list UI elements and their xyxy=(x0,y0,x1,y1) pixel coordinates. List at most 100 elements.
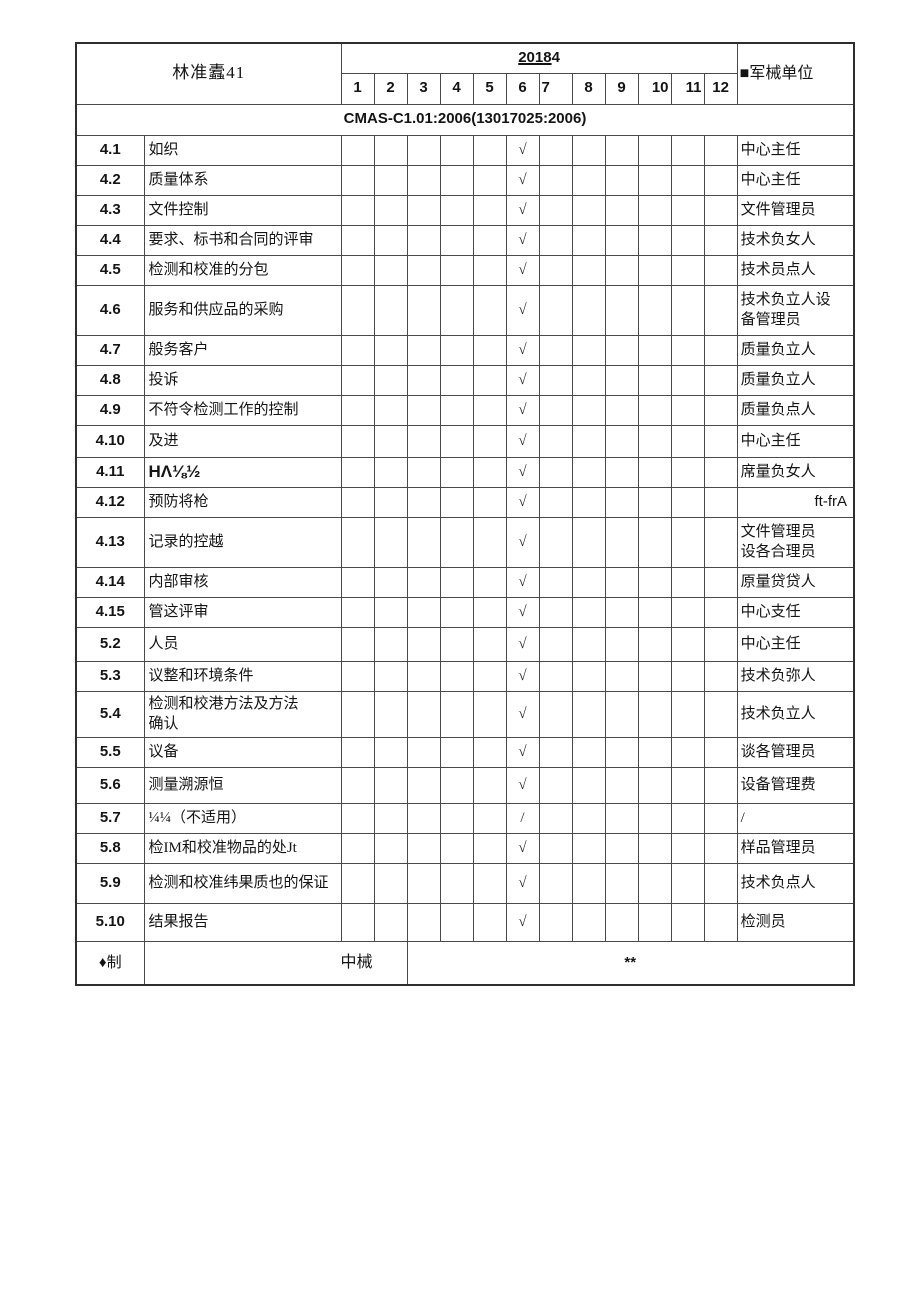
month-cell xyxy=(538,194,573,226)
clause-description: 检IM和校准物品的处Jt xyxy=(143,832,342,864)
month-cell xyxy=(340,364,375,396)
month-cell xyxy=(373,566,408,598)
month-cell xyxy=(571,456,606,488)
month-cell xyxy=(637,566,672,598)
table-row: 4.8 投诉 √ 质量负立人 xyxy=(75,364,855,396)
clause-description: 质量体系 xyxy=(143,164,342,196)
month-cell xyxy=(703,566,738,598)
table-row: 4.10 及进 √ 中心主任 xyxy=(75,424,855,458)
month-header-1: 1 xyxy=(340,72,375,105)
clause-description: 投诉 xyxy=(143,364,342,396)
unit-column-header: ■军械单位 xyxy=(736,42,855,105)
month-cell xyxy=(472,626,507,662)
table-row: 4.14 内部审核 √ 原量贷贷人 xyxy=(75,566,855,598)
month-header-9: 9 xyxy=(604,72,639,105)
month-cell xyxy=(340,224,375,256)
month-cell xyxy=(373,164,408,196)
month-cell xyxy=(373,456,408,488)
month-cell xyxy=(571,134,606,166)
month-cell xyxy=(670,364,705,396)
responsible-unit: 检测员 xyxy=(736,902,855,942)
responsible-unit: 席量负女人 xyxy=(736,456,855,488)
month-header-4: 4 xyxy=(439,72,474,105)
month-cell xyxy=(703,862,738,904)
month-cell xyxy=(604,736,639,768)
header-row-months: 1 2 3 4 5 6 7 8 9 10 11 12 xyxy=(76,72,854,105)
footer-left-label: ♦制 xyxy=(75,940,145,986)
clause-number: 4.5 xyxy=(75,254,145,286)
responsible-unit: 技术负立人 xyxy=(736,690,855,738)
month-cell xyxy=(703,254,738,286)
month-cell xyxy=(439,164,474,196)
month-cell xyxy=(373,394,408,426)
standard-reference-title: CMAS-C1.01:2006(13017025:2006) xyxy=(75,103,855,136)
month-cell xyxy=(373,194,408,226)
clause-number: 5.7 xyxy=(75,802,145,834)
clause-description: 人员 xyxy=(143,626,342,662)
clause-description: 检测和校准的分包 xyxy=(143,254,342,286)
month-cell xyxy=(703,802,738,834)
table-row: 4.11 HΛ⅛½ √ 席量负女人 xyxy=(75,456,855,488)
table-row: 4.5 检测和校准的分包 √ 技术员点人 xyxy=(75,254,855,286)
check-cell: √ xyxy=(505,690,540,738)
month-cell xyxy=(670,736,705,768)
month-cell xyxy=(571,164,606,196)
month-cell xyxy=(373,596,408,628)
clause-number: 4.1 xyxy=(75,134,145,166)
month-cell xyxy=(472,486,507,518)
clause-number: 4.13 xyxy=(75,516,145,568)
month-cell xyxy=(373,766,408,804)
month-cell xyxy=(604,516,639,568)
clause-number: 4.4 xyxy=(75,224,145,256)
month-cell xyxy=(670,566,705,598)
month-header-5: 5 xyxy=(472,72,507,105)
month-cell xyxy=(439,736,474,768)
responsible-unit: 质量负点人 xyxy=(736,394,855,426)
month-cell xyxy=(538,394,573,426)
month-cell xyxy=(439,802,474,834)
month-cell xyxy=(703,134,738,166)
month-cell xyxy=(439,394,474,426)
month-cell xyxy=(538,596,573,628)
month-cell xyxy=(340,284,375,336)
clause-description: 检测和校准纬果质也的保证 xyxy=(143,862,342,904)
month-cell xyxy=(472,456,507,488)
clause-description: 议整和环境条件 xyxy=(143,660,342,692)
month-cell xyxy=(703,424,738,458)
clause-description: 预防将枪 xyxy=(143,486,342,518)
month-cell xyxy=(604,194,639,226)
table-row: 5.9 检测和校准纬果质也的保证 √ 技术负点人 xyxy=(75,862,855,904)
month-cell xyxy=(571,832,606,864)
responsible-unit: 中心主任 xyxy=(736,424,855,458)
subtitle-row: CMAS-C1.01:2006(13017025:2006) xyxy=(75,103,855,136)
month-cell xyxy=(373,134,408,166)
month-cell xyxy=(604,254,639,286)
month-cell xyxy=(703,832,738,864)
month-cell xyxy=(571,690,606,738)
month-cell xyxy=(670,486,705,518)
month-cell xyxy=(406,516,441,568)
month-cell xyxy=(406,134,441,166)
month-cell xyxy=(571,766,606,804)
month-header-6: 6 xyxy=(505,72,540,105)
month-cell xyxy=(406,456,441,488)
month-cell xyxy=(406,284,441,336)
month-cell xyxy=(340,862,375,904)
month-header-7: 7 xyxy=(538,72,573,105)
footer-middle-label: 中械 xyxy=(143,940,408,986)
month-cell xyxy=(538,626,573,662)
check-cell: √ xyxy=(505,902,540,942)
responsible-unit: 谈各管理员 xyxy=(736,736,855,768)
responsible-unit: / xyxy=(736,802,855,834)
month-cell xyxy=(571,902,606,942)
month-cell xyxy=(373,516,408,568)
check-cell: √ xyxy=(505,424,540,458)
responsible-unit: 样品管理员 xyxy=(736,832,855,864)
month-cell xyxy=(439,254,474,286)
month-cell xyxy=(571,224,606,256)
month-cell xyxy=(340,456,375,488)
month-cell xyxy=(439,766,474,804)
check-cell: √ xyxy=(505,254,540,286)
month-cell xyxy=(703,224,738,256)
month-cell xyxy=(538,284,573,336)
